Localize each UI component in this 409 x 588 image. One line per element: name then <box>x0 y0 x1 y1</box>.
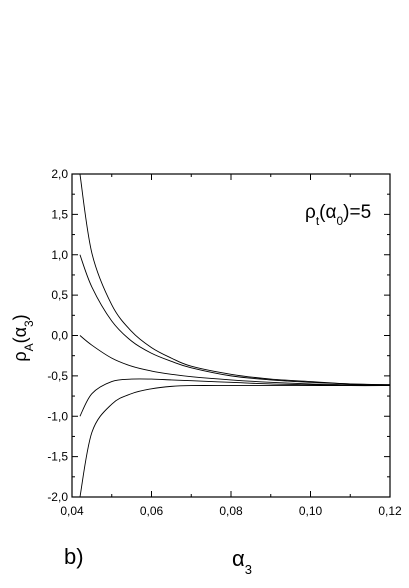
y-tick-label: 1,0 <box>51 248 68 262</box>
y-tick-label: -0,5 <box>47 369 68 383</box>
series-line-5 <box>79 385 391 498</box>
y-tick-label: -2,0 <box>47 490 68 504</box>
y-tick-label: -1,0 <box>47 409 68 423</box>
series-line-4 <box>79 378 391 417</box>
x-axis-label: α3 <box>232 546 252 577</box>
series-curves <box>79 173 391 498</box>
y-tick-label: 0,5 <box>51 288 68 302</box>
y-tick-label: -1,5 <box>47 450 68 464</box>
x-tick-label: 0,10 <box>299 504 323 518</box>
axis-ticks: 0,04 0,06 0,08 0,10 0,12 2,0 1,5 1,0 0,5 0,0 -0,5 -… <box>47 167 402 518</box>
y-tick-label: 1,5 <box>51 207 68 221</box>
panel-label: b) <box>64 544 84 569</box>
x-tick-label: 0,06 <box>140 504 164 518</box>
y-axis-label: ρA(α3) <box>10 314 36 361</box>
x-tick-label: 0,08 <box>219 504 243 518</box>
annotation: ρt(α0)=5 <box>305 202 371 228</box>
series-line-3 <box>79 335 391 387</box>
x-tick-label: 0,04 <box>60 504 84 518</box>
y-tick-label: 0,0 <box>51 329 68 343</box>
series-line-1 <box>79 173 391 386</box>
x-tick-label: 0,12 <box>378 504 402 518</box>
y-tick-label: 2,0 <box>51 167 68 181</box>
series-line-2 <box>79 254 391 386</box>
